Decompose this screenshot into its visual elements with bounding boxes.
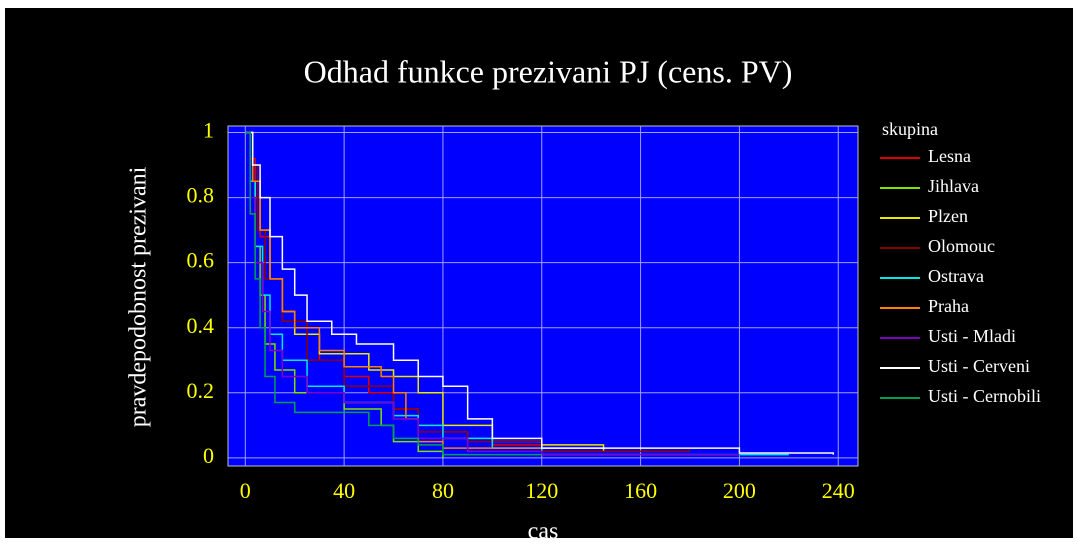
legend-label: Jihlava — [928, 176, 979, 196]
legend-title: skupina — [882, 119, 938, 139]
series-line — [245, 131, 542, 456]
legend-label: Usti - Cerveni — [928, 356, 1030, 376]
y-tick-label: 0.6 — [187, 248, 215, 273]
y-tick-label: 1 — [203, 118, 214, 143]
y-tick-label: 0.8 — [187, 183, 215, 208]
x-tick-label: 120 — [525, 478, 558, 503]
chart-title: Odhad funkce prezivani PJ (cens. PV) — [304, 53, 793, 89]
legend-label: Ostrava — [928, 266, 984, 286]
x-tick-label: 0 — [240, 478, 251, 503]
legend-label: Plzen — [928, 206, 968, 226]
legend-label: Usti - Mladi — [928, 326, 1016, 346]
legend-label: Praha — [928, 296, 969, 316]
y-tick-label: 0.2 — [187, 378, 215, 403]
x-tick-label: 240 — [822, 478, 855, 503]
series-line — [245, 131, 690, 453]
plot-area — [227, 125, 859, 467]
x-tick-label: 200 — [723, 478, 756, 503]
x-tick-label: 40 — [333, 478, 355, 503]
series-line — [245, 131, 789, 456]
x-axis-label: cas — [528, 519, 559, 545]
x-tick-label: 80 — [432, 478, 454, 503]
legend-label: Usti - Cernobili — [928, 386, 1041, 406]
y-tick-label: 0.4 — [187, 313, 215, 338]
series-line — [245, 131, 835, 455]
y-tick-label: 0 — [203, 443, 214, 468]
y-axis-label: pravdepodobnost prezivani — [126, 166, 152, 427]
x-tick-label: 160 — [624, 478, 657, 503]
legend-label: Olomouc — [928, 236, 995, 256]
legend-label: Lesna — [928, 146, 971, 166]
